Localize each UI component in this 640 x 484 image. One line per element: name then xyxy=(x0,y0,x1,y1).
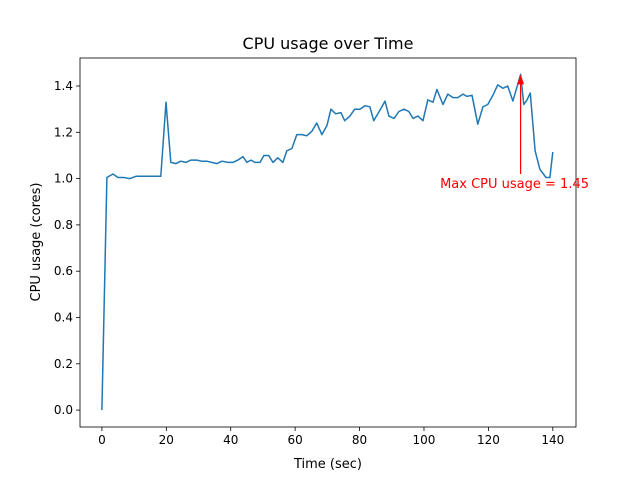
y-tick-label: 0.6 xyxy=(54,264,73,278)
x-tick-label: 60 xyxy=(288,433,303,447)
y-axis-label: CPU usage (cores) xyxy=(29,183,44,302)
x-tick-label: 20 xyxy=(159,433,174,447)
x-tick-label: 140 xyxy=(541,433,564,447)
chart-title: CPU usage over Time xyxy=(243,34,414,53)
x-axis-label: Time (sec) xyxy=(293,457,362,472)
x-tick-label: 0 xyxy=(98,433,106,447)
x-tick-label: 80 xyxy=(352,433,367,447)
x-tick-label: 40 xyxy=(223,433,238,447)
x-tick-label: 100 xyxy=(413,433,436,447)
y-tick-label: 0.4 xyxy=(54,311,73,325)
y-tick-label: 0.0 xyxy=(54,403,73,417)
max-annotation-text: Max CPU usage = 1.45 xyxy=(440,177,589,192)
y-tick-label: 1.2 xyxy=(54,125,73,139)
x-tick-label: 120 xyxy=(477,433,500,447)
y-tick-label: 0.8 xyxy=(54,218,73,232)
y-tick-label: 1.4 xyxy=(54,79,73,93)
y-tick-label: 0.2 xyxy=(54,357,73,371)
y-tick-label: 1.0 xyxy=(54,172,73,186)
